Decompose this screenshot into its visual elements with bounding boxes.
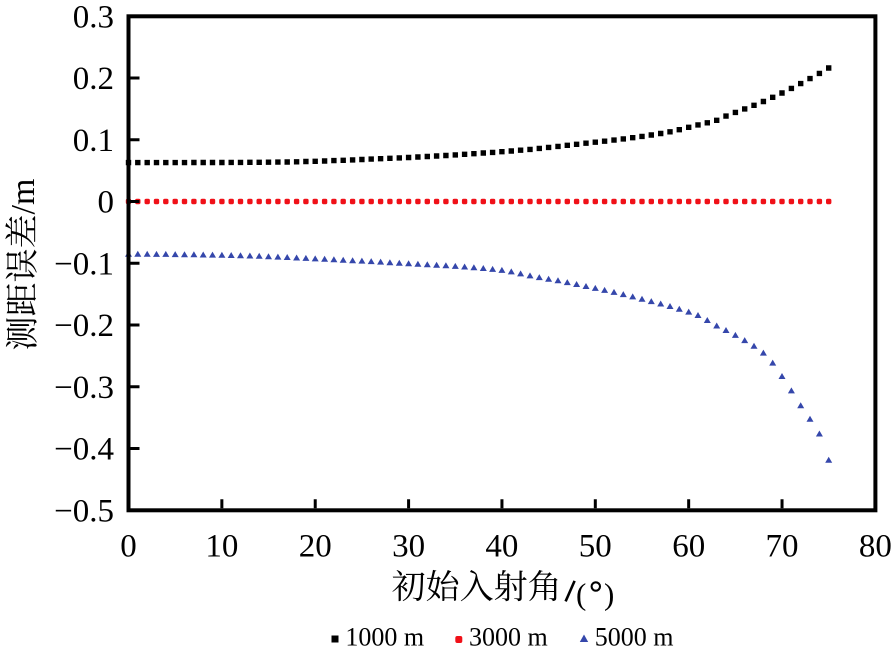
svg-text:70: 70 — [766, 529, 799, 565]
svg-text:10: 10 — [205, 529, 238, 565]
svg-text:(: ( — [576, 577, 586, 612]
svg-text:1000 m: 1000 m — [345, 623, 424, 652]
svg-text:80: 80 — [859, 529, 892, 565]
svg-text:0: 0 — [98, 185, 115, 221]
svg-text:−0.2: −0.2 — [54, 308, 114, 344]
svg-text:/m: /m — [5, 179, 42, 215]
svg-text:60: 60 — [672, 529, 705, 565]
svg-text:20: 20 — [299, 529, 332, 565]
svg-text:3000 m: 3000 m — [469, 623, 548, 652]
svg-text:): ) — [604, 577, 614, 612]
svg-text:−0.4: −0.4 — [54, 432, 114, 468]
svg-text:0.1: 0.1 — [73, 123, 114, 159]
svg-text:0.2: 0.2 — [73, 61, 114, 97]
svg-text:0: 0 — [120, 529, 137, 565]
svg-text:30: 30 — [392, 529, 425, 565]
svg-text:−0.5: −0.5 — [54, 493, 114, 529]
svg-text:−0.1: −0.1 — [54, 246, 114, 282]
svg-text:−0.3: −0.3 — [54, 370, 114, 406]
svg-text:0.3: 0.3 — [73, 0, 114, 35]
svg-text:5000 m: 5000 m — [595, 623, 674, 652]
svg-text:40: 40 — [485, 529, 518, 565]
svg-text:50: 50 — [579, 529, 612, 565]
